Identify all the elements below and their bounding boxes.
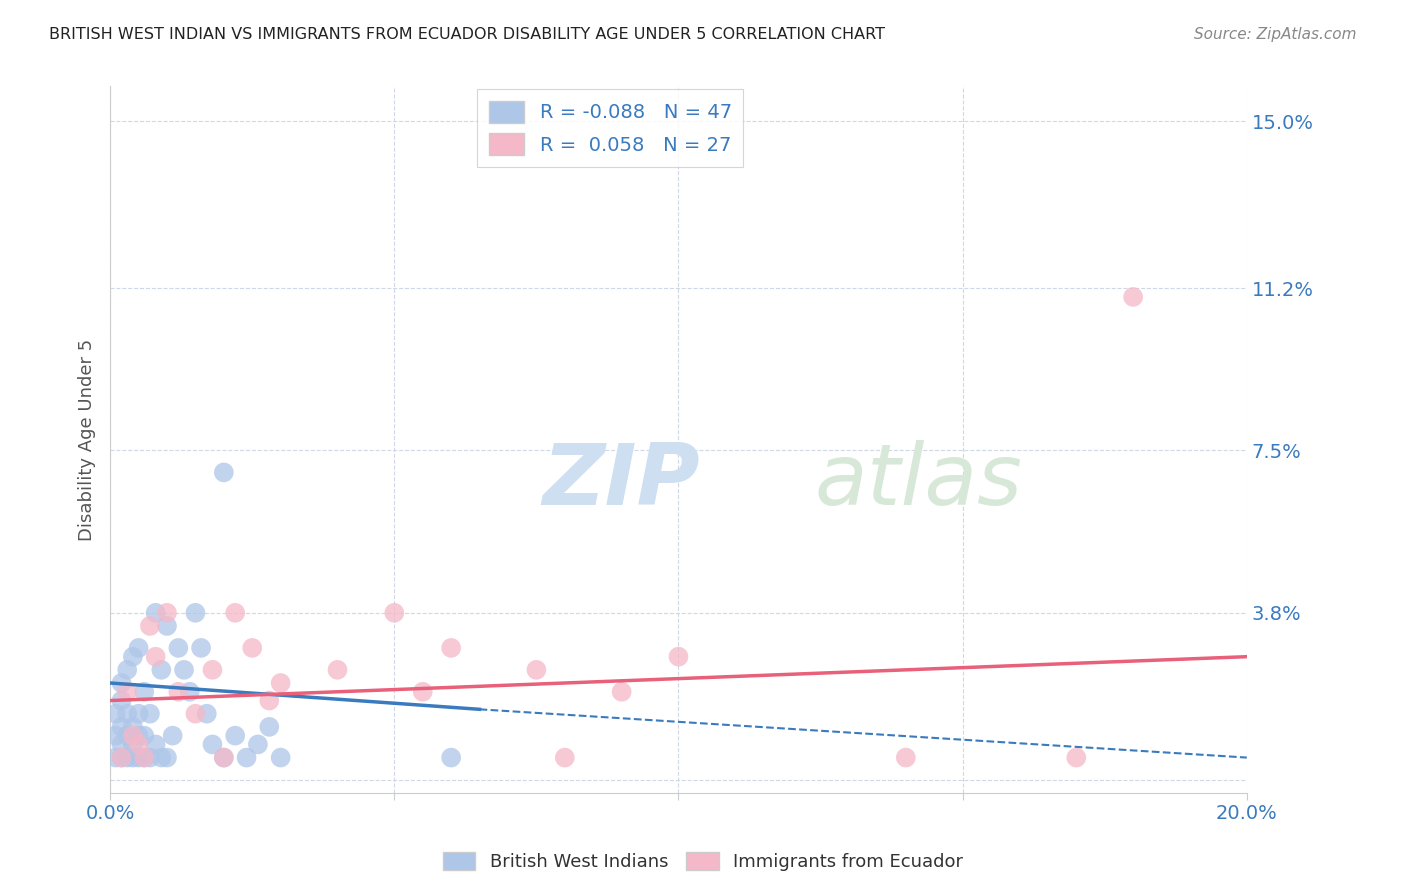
Point (195, 706, 218, 721)
Point (184, 706, 207, 721)
Point (128, 738, 150, 752)
Point (110, 750, 132, 764)
Point (110, 738, 132, 752)
Point (201, 663, 224, 677)
Point (134, 729, 156, 743)
Point (156, 750, 179, 764)
Point (110, 693, 132, 707)
Point (259, 693, 281, 707)
Point (128, 640, 150, 655)
Point (150, 663, 173, 677)
Text: atlas: atlas (815, 441, 1024, 524)
Point (145, 738, 167, 752)
Point (212, 750, 235, 764)
Point (167, 685, 190, 699)
Point (382, 606, 405, 620)
Text: Source: ZipAtlas.com: Source: ZipAtlas.com (1194, 27, 1357, 42)
Point (115, 663, 138, 677)
Point (224, 606, 246, 620)
Point (139, 706, 162, 721)
Point (104, 706, 127, 721)
Point (246, 738, 269, 752)
Point (115, 706, 138, 721)
Point (240, 640, 263, 655)
Point (139, 619, 162, 633)
Point (104, 729, 127, 743)
Point (554, 750, 576, 764)
Point (156, 619, 179, 633)
Point (145, 606, 167, 620)
Point (156, 606, 179, 620)
Point (440, 750, 463, 764)
Point (134, 750, 156, 764)
Point (894, 750, 917, 764)
Point (110, 676, 132, 690)
Point (326, 663, 349, 677)
Point (122, 720, 145, 734)
Point (122, 738, 145, 752)
Point (139, 750, 162, 764)
Point (104, 750, 127, 764)
Point (115, 685, 138, 699)
Point (440, 640, 463, 655)
Point (134, 685, 156, 699)
Point (201, 738, 224, 752)
Point (190, 640, 212, 655)
Point (610, 685, 633, 699)
Point (184, 606, 207, 620)
Point (1066, 750, 1088, 764)
Y-axis label: Disability Age Under 5: Disability Age Under 5 (79, 338, 96, 541)
Point (179, 685, 201, 699)
Point (1122, 290, 1144, 304)
Point (224, 729, 246, 743)
Point (162, 729, 184, 743)
Point (122, 750, 145, 764)
Point (526, 663, 548, 677)
Point (122, 649, 145, 664)
Point (110, 720, 132, 734)
Point (668, 649, 690, 664)
Point (128, 729, 150, 743)
Point (122, 729, 145, 743)
Point (128, 750, 150, 764)
Point (173, 663, 195, 677)
Text: BRITISH WEST INDIAN VS IMMIGRANTS FROM ECUADOR DISABILITY AGE UNDER 5 CORRELATIO: BRITISH WEST INDIAN VS IMMIGRANTS FROM E… (49, 27, 886, 42)
Point (115, 750, 138, 764)
Point (145, 649, 167, 664)
Point (212, 466, 235, 480)
Legend: British West Indians, Immigrants from Ecuador: British West Indians, Immigrants from Ec… (436, 845, 970, 879)
Point (128, 706, 150, 721)
Point (134, 750, 156, 764)
Text: ZIP: ZIP (543, 441, 700, 524)
Point (115, 729, 138, 743)
Point (259, 720, 281, 734)
Point (270, 676, 292, 690)
Point (110, 750, 132, 764)
Legend: R = -0.088   N = 47, R =  0.058   N = 27: R = -0.088 N = 47, R = 0.058 N = 27 (477, 89, 744, 167)
Point (270, 750, 292, 764)
Point (150, 750, 173, 764)
Point (167, 640, 190, 655)
Point (235, 750, 257, 764)
Point (412, 685, 434, 699)
Point (212, 750, 235, 764)
